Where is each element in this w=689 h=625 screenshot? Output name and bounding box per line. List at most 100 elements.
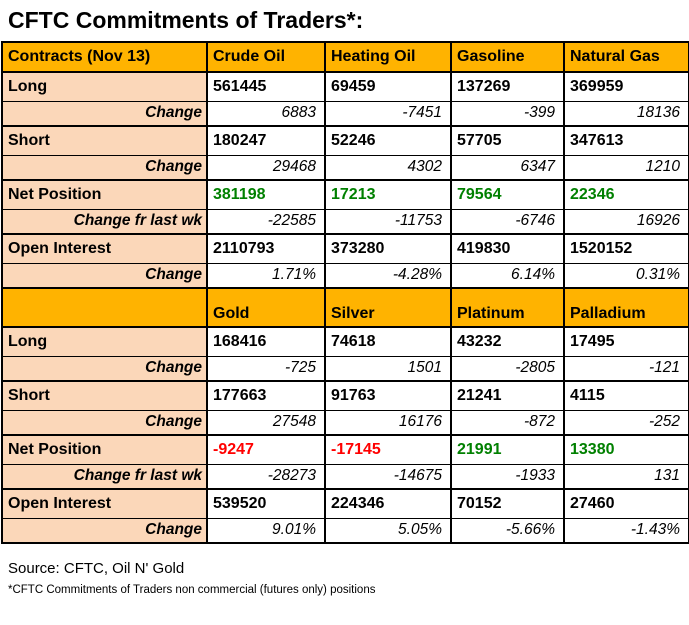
cell-silver-change: 5.05% — [324, 517, 452, 544]
cell-natural-gas-change-fr-last-wk: 16926 — [563, 208, 689, 235]
table-row-change: Change 29468 4302 6347 1210 — [1, 154, 689, 181]
row-label-change: Change — [1, 355, 208, 382]
row-label-change-fr-last-wk: Change fr last wk — [1, 463, 208, 490]
column-header-gasoline: Gasoline — [450, 41, 565, 73]
cell-heating-oil-change: -7451 — [324, 100, 452, 127]
row-label-short: Short — [1, 125, 208, 156]
cell-palladium-change: -1.43% — [563, 517, 689, 544]
cell-palladium-change: -121 — [563, 355, 689, 382]
cell-natural-gas-change: 0.31% — [563, 262, 689, 289]
cell-platinum-change: -2805 — [450, 355, 565, 382]
table-row-change-fr-last-wk: Change fr last wk -22585 -11753 -6746 16926 — [1, 208, 689, 235]
cell-gasoline-change-fr-last-wk: -6746 — [450, 208, 565, 235]
cell-palladium-short: 4115 — [563, 380, 689, 411]
cell-heating-oil-change-fr-last-wk: -11753 — [324, 208, 452, 235]
cell-palladium-change-fr-last-wk: 131 — [563, 463, 689, 490]
cell-silver-long: 74618 — [324, 326, 452, 357]
cell-platinum-short: 21241 — [450, 380, 565, 411]
cot-table-body: Contracts (Nov 13) Crude Oil Heating Oil Ga… — [1, 41, 689, 544]
cell-platinum-long: 43232 — [450, 326, 565, 357]
cell-silver-open-interest: 224346 — [324, 488, 452, 519]
cell-gasoline-short: 57705 — [450, 125, 565, 156]
table-row-net-position: Net Position 381198 17213 79564 22346 — [1, 179, 689, 210]
cell-heating-oil-net-position: 17213 — [324, 179, 452, 210]
cell-natural-gas-net-position: 22346 — [563, 179, 689, 210]
section-2-header-row: Gold Silver Platinum Palladium — [1, 287, 689, 328]
row-label-change: Change — [1, 517, 208, 544]
cot-table: Contracts (Nov 13) Crude Oil Heating Oil Ga… — [1, 41, 689, 544]
table-row-change: Change 6883 -7451 -399 18136 — [1, 100, 689, 127]
column-header-palladium: Palladium — [563, 287, 689, 328]
cell-crude-oil-change-fr-last-wk: -22585 — [206, 208, 326, 235]
cell-palladium-net-position: 13380 — [563, 434, 689, 465]
table-row-short: Short 177663 91763 21241 4115 — [1, 380, 689, 411]
table-row-change-fr-last-wk: Change fr last wk -28273 -14675 -1933 131 — [1, 463, 689, 490]
row-label-change: Change — [1, 154, 208, 181]
column-header-gold: Gold — [206, 287, 326, 328]
cell-crude-oil-change: 29468 — [206, 154, 326, 181]
cell-silver-change: 16176 — [324, 409, 452, 436]
row-label-net-position: Net Position — [1, 179, 208, 210]
cell-natural-gas-long: 369959 — [563, 71, 689, 102]
cell-natural-gas-open-interest: 1520152 — [563, 233, 689, 264]
cell-heating-oil-open-interest: 373280 — [324, 233, 452, 264]
cell-natural-gas-change: 1210 — [563, 154, 689, 181]
cell-heating-oil-change: -4.28% — [324, 262, 452, 289]
cell-gasoline-net-position: 79564 — [450, 179, 565, 210]
cell-gasoline-change: -399 — [450, 100, 565, 127]
cell-gold-change: 9.01% — [206, 517, 326, 544]
cell-crude-oil-change: 1.71% — [206, 262, 326, 289]
cell-silver-change-fr-last-wk: -14675 — [324, 463, 452, 490]
cell-platinum-change: -5.66% — [450, 517, 565, 544]
cell-crude-oil-long: 561445 — [206, 71, 326, 102]
table-row-long: Long 561445 69459 137269 369959 — [1, 71, 689, 102]
cell-palladium-open-interest: 27460 — [563, 488, 689, 519]
cell-natural-gas-change: 18136 — [563, 100, 689, 127]
row-label-open-interest: Open Interest — [1, 233, 208, 264]
cell-gold-short: 177663 — [206, 380, 326, 411]
column-header-crude-oil: Crude Oil — [206, 41, 326, 73]
cell-platinum-change: -872 — [450, 409, 565, 436]
column-header-heating-oil: Heating Oil — [324, 41, 452, 73]
cell-crude-oil-change: 6883 — [206, 100, 326, 127]
cell-gold-change: 27548 — [206, 409, 326, 436]
cell-platinum-open-interest: 70152 — [450, 488, 565, 519]
cell-heating-oil-long: 69459 — [324, 71, 452, 102]
cell-silver-change: 1501 — [324, 355, 452, 382]
table-row-change: Change 27548 16176 -872 -252 — [1, 409, 689, 436]
cell-silver-short: 91763 — [324, 380, 452, 411]
cell-gasoline-long: 137269 — [450, 71, 565, 102]
table-row-change: Change 1.71% -4.28% 6.14% 0.31% — [1, 262, 689, 289]
cell-gasoline-change: 6347 — [450, 154, 565, 181]
column-header-natural-gas: Natural Gas — [563, 41, 689, 73]
cell-palladium-long: 17495 — [563, 326, 689, 357]
cell-gold-change-fr-last-wk: -28273 — [206, 463, 326, 490]
cell-palladium-change: -252 — [563, 409, 689, 436]
table-row-change: Change 9.01% 5.05% -5.66% -1.43% — [1, 517, 689, 544]
cell-natural-gas-short: 347613 — [563, 125, 689, 156]
row-label-long: Long — [1, 326, 208, 357]
table-row-net-position: Net Position -9247 -17145 21991 13380 — [1, 434, 689, 465]
cell-gold-open-interest: 539520 — [206, 488, 326, 519]
contracts-date-header: Contracts (Nov 13) — [1, 41, 208, 73]
cell-gasoline-open-interest: 419830 — [450, 233, 565, 264]
row-label-change: Change — [1, 409, 208, 436]
cell-gold-net-position: -9247 — [206, 434, 326, 465]
cell-platinum-net-position: 21991 — [450, 434, 565, 465]
footer: Source: CFTC, Oil N' Gold *CFTC Commitme… — [8, 560, 689, 596]
row-label-net-position: Net Position — [1, 434, 208, 465]
cell-crude-oil-open-interest: 2110793 — [206, 233, 326, 264]
table-row-open-interest: Open Interest 539520 224346 70152 27460 — [1, 488, 689, 519]
row-label-change-fr-last-wk: Change fr last wk — [1, 208, 208, 235]
cell-gasoline-change: 6.14% — [450, 262, 565, 289]
cell-heating-oil-short: 52246 — [324, 125, 452, 156]
table-row-open-interest: Open Interest 2110793 373280 419830 1520152 — [1, 233, 689, 264]
cell-silver-net-position: -17145 — [324, 434, 452, 465]
cell-gold-change: -725 — [206, 355, 326, 382]
row-label-open-interest: Open Interest — [1, 488, 208, 519]
row-label-change: Change — [1, 262, 208, 289]
row-label-short: Short — [1, 380, 208, 411]
table-row-change: Change -725 1501 -2805 -121 — [1, 355, 689, 382]
cell-heating-oil-change: 4302 — [324, 154, 452, 181]
table-row-short: Short 180247 52246 57705 347613 — [1, 125, 689, 156]
